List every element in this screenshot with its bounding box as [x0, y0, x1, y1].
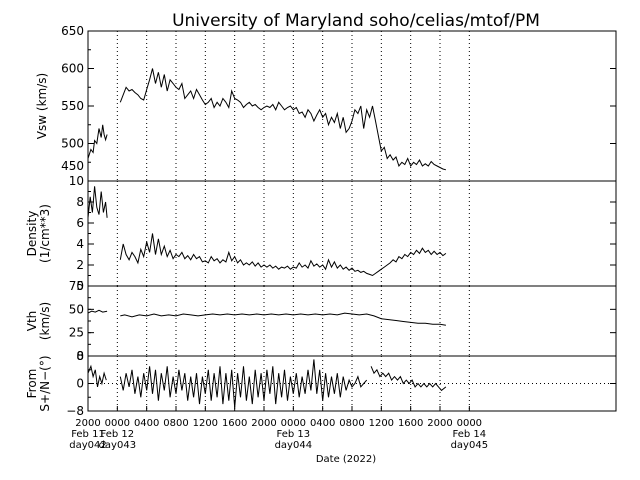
series-vth-segment-0: [87, 309, 108, 314]
xtick-label: day043: [99, 440, 136, 451]
series-from-segment-0: [87, 364, 107, 388]
xtick-label: day045: [451, 440, 488, 451]
xtick-label: 0800: [163, 418, 188, 429]
ytick-label-density: 2: [76, 258, 84, 272]
xtick-label: 2000: [427, 418, 452, 429]
series-vsw-segment-1: [119, 68, 447, 171]
ylabel-vth: (km/s): [38, 302, 52, 340]
x-axis-label: Date (2022): [316, 454, 376, 465]
xtick-label: 0400: [310, 418, 335, 429]
ytick-label-from: 0: [76, 377, 84, 391]
series-from-segment-1: [119, 359, 368, 408]
ytick-label-density: 10: [69, 174, 84, 188]
ylabel-from: From: [25, 369, 39, 399]
ytick-label-density: 0: [76, 279, 84, 293]
xtick-label: 2000: [75, 418, 100, 429]
ytick-label-vsw: 500: [61, 137, 84, 151]
xtick-label: 0000: [105, 418, 130, 429]
ytick-label-vth: 75: [69, 279, 84, 293]
ytick-label-from: −8: [66, 404, 84, 418]
panel-frame-vsw: [87, 30, 617, 182]
xtick-label: 1200: [369, 418, 394, 429]
ytick-label-vsw: 450: [61, 159, 84, 173]
series-from-segment-2: [370, 366, 447, 392]
ylabel-from: S+/N−(°): [38, 355, 52, 411]
ytick-label-vth: 50: [69, 302, 84, 316]
series-vsw-segment-0: [87, 124, 108, 159]
ylabel-vth: Vth: [25, 311, 39, 332]
panel-frame-vth: [87, 285, 617, 357]
ytick-label-vsw: 600: [61, 62, 84, 76]
xtick-label: 1600: [222, 418, 247, 429]
ytick-label-density: 4: [76, 237, 84, 251]
ytick-label-density: 6: [76, 216, 84, 230]
series-vth-segment-1: [120, 312, 446, 326]
xtick-label: 0000: [281, 418, 306, 429]
xtick-label: Feb 12: [101, 429, 135, 440]
xtick-label: 0800: [339, 418, 364, 429]
xtick-label: Feb 14: [453, 429, 487, 440]
ytick-label-vth: 25: [69, 326, 84, 340]
xtick-label: 0400: [134, 418, 159, 429]
xtick-label: Feb 11: [71, 429, 105, 440]
ytick-label-density: 8: [76, 195, 84, 209]
ytick-label-vth: 0: [76, 349, 84, 363]
panel-vsw: 500 550 600 650 450 Vsw (km/s): [35, 24, 617, 182]
xtick-label: 1200: [193, 418, 218, 429]
ylabel-density: Density: [25, 211, 39, 257]
series-density-segment-1: [119, 233, 447, 277]
xtick-label: 0000: [457, 418, 482, 429]
xtick-label: 2000: [251, 418, 276, 429]
ytick-label-vsw: 550: [61, 99, 84, 113]
chart-title: University of Maryland soho/celias/mtof/…: [172, 11, 540, 31]
ytick-label-vsw: 650: [61, 24, 84, 38]
ytick-label-from: 8: [76, 349, 84, 363]
ylabel-density: (1/cm**3): [38, 204, 52, 263]
xtick-label: day044: [275, 440, 312, 451]
panel-density: 0 2 4 6 8 10 Density (1/cm**3): [25, 174, 617, 293]
xtick-label: Feb 13: [277, 429, 311, 440]
xtick-label: 1600: [398, 418, 423, 429]
series-density-segment-0: [87, 186, 108, 218]
xtick-label: day042: [69, 440, 106, 451]
ylabel-vsw: Vsw (km/s): [35, 73, 49, 139]
panel-vth: 0 25 50 75 Vth (km/s): [25, 279, 617, 363]
